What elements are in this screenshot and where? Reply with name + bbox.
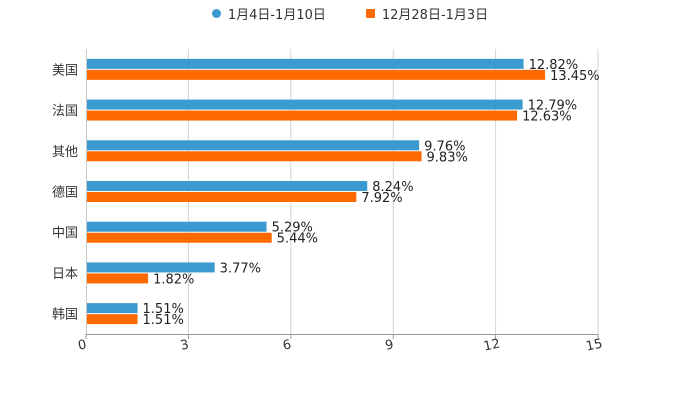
- y-category-label: 美国: [52, 63, 78, 78]
- data-label: 9.76%: [424, 139, 465, 154]
- legend: 1月4日-1月10日 12月28日-1月3日: [0, 4, 700, 23]
- x-tick-label: 0: [77, 337, 88, 353]
- x-tick-label: 12: [482, 337, 501, 355]
- data-label: 8.24%: [372, 180, 413, 195]
- bar[interactable]: [87, 99, 523, 110]
- bar[interactable]: [87, 314, 138, 325]
- bar[interactable]: [87, 181, 368, 191]
- data-label: 7.92%: [361, 191, 402, 206]
- bar[interactable]: [87, 69, 546, 80]
- x-tick-label: 15: [585, 337, 604, 355]
- legend-label-series-2: 12月28日-1月3日: [381, 7, 489, 23]
- legend-item-series-1[interactable]: 1月4日-1月10日: [211, 4, 326, 23]
- bar[interactable]: [87, 232, 272, 243]
- x-tick-label: 3: [179, 337, 190, 353]
- data-label: 3.77%: [220, 261, 261, 276]
- bar[interactable]: [87, 221, 267, 232]
- legend-marker-series-1: [211, 8, 221, 18]
- bar[interactable]: [87, 151, 422, 162]
- data-label: 9.83%: [427, 150, 468, 165]
- data-label: 5.29%: [272, 221, 313, 236]
- bar[interactable]: [87, 58, 524, 69]
- y-category-label: 其他: [52, 145, 78, 160]
- bar[interactable]: [87, 303, 138, 314]
- data-label: 12.79%: [528, 99, 578, 114]
- data-label: 13.45%: [550, 69, 600, 84]
- bar[interactable]: [87, 110, 518, 121]
- y-category-label: 日本: [52, 267, 78, 282]
- data-label: 1.51%: [143, 302, 184, 317]
- y-category-label: 法国: [52, 104, 78, 119]
- legend-marker-series-2: [365, 8, 375, 18]
- bar[interactable]: [87, 140, 420, 151]
- x-tick-label: 6: [281, 337, 292, 353]
- y-category-label: 德国: [52, 186, 78, 201]
- data-label: 5.44%: [277, 232, 318, 247]
- bar[interactable]: [87, 192, 357, 202]
- bar[interactable]: [87, 262, 215, 273]
- legend-label-series-1: 1月4日-1月10日: [227, 7, 326, 23]
- y-category-label: 韩国: [52, 308, 78, 323]
- bar[interactable]: [87, 273, 149, 284]
- legend-item-series-2[interactable]: 12月28日-1月3日: [365, 4, 489, 23]
- data-label: 1.82%: [153, 272, 194, 287]
- y-category-label: 中国: [52, 226, 78, 241]
- data-label: 1.51%: [143, 313, 184, 328]
- x-tick-label: 9: [384, 337, 395, 353]
- data-label: 12.82%: [529, 58, 579, 73]
- data-label: 12.63%: [522, 110, 572, 125]
